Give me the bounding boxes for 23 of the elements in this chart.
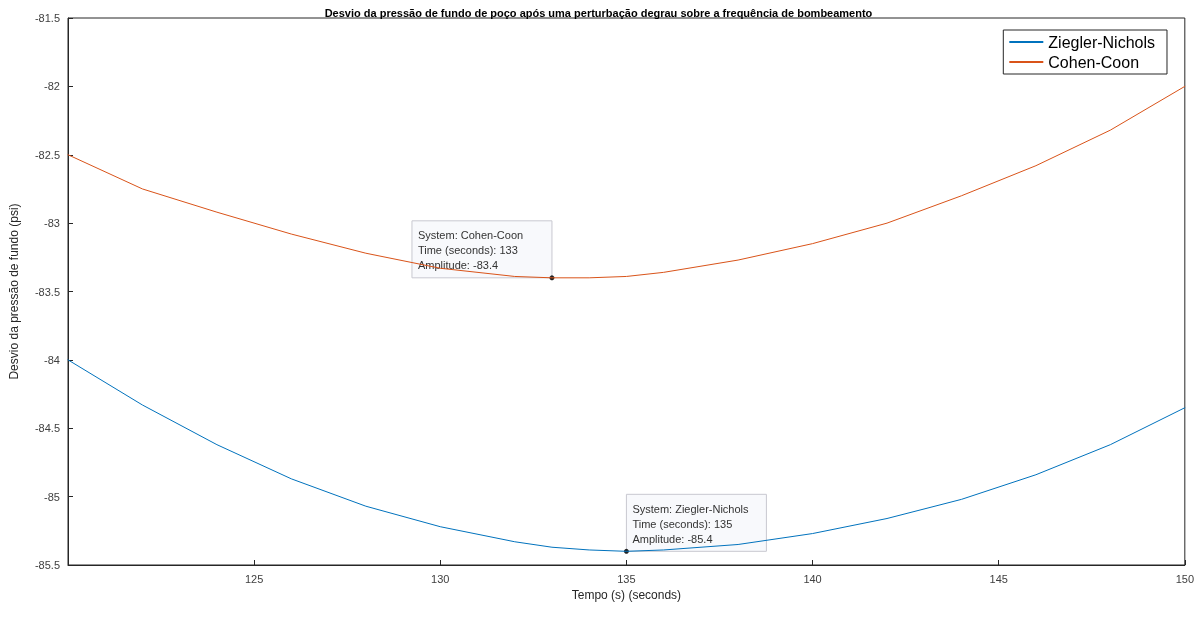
y-tick-label: -81.5: [34, 12, 60, 24]
y-tick-label: -82: [44, 80, 60, 93]
x-tick-label: 145: [989, 572, 1008, 585]
legend-label: Ziegler-Nichols: [1048, 33, 1156, 51]
y-tick-label: -85: [44, 490, 60, 503]
x-tick-label: 140: [803, 572, 822, 585]
y-tick-label: -82.5: [34, 148, 60, 161]
x-tick-label: 150: [1175, 572, 1194, 585]
x-axis-title: Tempo (s) (seconds): [571, 588, 682, 602]
y-tick-label: -83.5: [34, 285, 60, 298]
x-tick-label: 130: [431, 572, 450, 585]
line-series: [67, 85, 1186, 279]
y-tick-label: -84.5: [34, 422, 60, 435]
legend-label: Cohen-Coon: [1048, 53, 1140, 71]
annotation: System: Ziegler-Nichols Time (seconds): 135 Amplitude: -85.4: [632, 502, 750, 545]
y-tick-label: -84: [44, 353, 60, 366]
y-tick-label: -83: [44, 217, 60, 230]
y-axis-title: Desvio da pressão de fundo (psi): [7, 203, 21, 380]
x-tick-label: 125: [244, 572, 264, 585]
x-tick-label: 135: [617, 572, 636, 585]
chart-title: Desvio da pressão de fundo de poço após uma perturbação degrau sobre a frequência de bombeamento: [324, 6, 873, 19]
line-series: [67, 359, 1186, 552]
y-tick-label: -85.5: [34, 559, 60, 571]
